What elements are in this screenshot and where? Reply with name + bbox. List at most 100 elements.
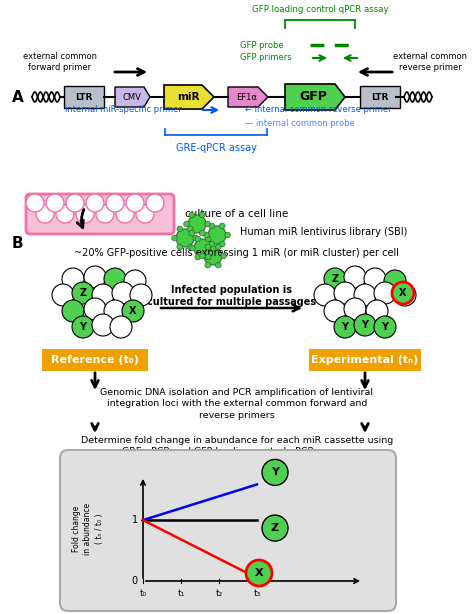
Circle shape <box>221 253 226 258</box>
Polygon shape <box>164 85 214 109</box>
Circle shape <box>354 314 376 336</box>
Circle shape <box>200 230 205 236</box>
Circle shape <box>364 268 386 290</box>
Circle shape <box>176 229 194 247</box>
Circle shape <box>104 300 126 322</box>
Circle shape <box>262 459 288 486</box>
Text: Human miR lentivirus library (SBI): Human miR lentivirus library (SBI) <box>240 227 407 237</box>
Text: X: X <box>399 288 407 298</box>
FancyBboxPatch shape <box>360 86 400 108</box>
Circle shape <box>205 221 210 227</box>
Text: Z: Z <box>80 288 87 298</box>
Circle shape <box>190 245 195 251</box>
Circle shape <box>46 194 64 212</box>
Text: Y: Y <box>382 322 389 332</box>
Text: t₂: t₂ <box>215 588 223 597</box>
Text: GFP: GFP <box>299 90 327 104</box>
Text: Infected population is
cultured for multiple passages: Infected population is cultured for mult… <box>147 285 317 307</box>
Text: external common
reverse primer: external common reverse primer <box>393 52 467 72</box>
Circle shape <box>195 254 201 260</box>
Circle shape <box>36 205 54 223</box>
Circle shape <box>374 282 396 304</box>
Text: Y: Y <box>271 467 279 478</box>
Circle shape <box>262 515 288 541</box>
Circle shape <box>84 298 106 320</box>
Circle shape <box>204 232 210 238</box>
Text: Experimental (tₙ): Experimental (tₙ) <box>311 355 419 365</box>
Circle shape <box>66 194 84 212</box>
Circle shape <box>219 241 225 247</box>
Circle shape <box>187 244 193 250</box>
Circle shape <box>209 223 215 228</box>
Circle shape <box>76 205 94 223</box>
Circle shape <box>200 212 205 218</box>
Circle shape <box>246 560 272 586</box>
Text: CMV: CMV <box>123 93 141 101</box>
Circle shape <box>86 194 104 212</box>
Text: external common
forward primer: external common forward primer <box>23 52 97 72</box>
Circle shape <box>384 270 406 292</box>
Circle shape <box>216 262 221 268</box>
Text: Y: Y <box>362 320 368 330</box>
Text: LTR: LTR <box>75 93 93 101</box>
Text: B: B <box>12 236 24 251</box>
Text: ~20% GFP-positive cells expressing 1 miR (or miR cluster) per cell: ~20% GFP-positive cells expressing 1 miR… <box>74 248 400 258</box>
Circle shape <box>72 316 94 338</box>
Circle shape <box>52 284 74 306</box>
Circle shape <box>344 266 366 288</box>
Circle shape <box>334 316 356 338</box>
Circle shape <box>146 194 164 212</box>
Circle shape <box>136 205 154 223</box>
FancyBboxPatch shape <box>60 450 396 611</box>
Text: Z: Z <box>331 274 338 284</box>
Circle shape <box>188 215 206 233</box>
Text: 0: 0 <box>132 576 138 586</box>
Text: Y: Y <box>80 322 86 332</box>
Circle shape <box>334 282 356 304</box>
Text: Y: Y <box>341 322 348 332</box>
Text: t₃: t₃ <box>254 588 261 597</box>
Circle shape <box>354 284 376 306</box>
Circle shape <box>205 262 210 268</box>
Circle shape <box>104 268 126 290</box>
Circle shape <box>124 270 146 292</box>
Circle shape <box>26 194 44 212</box>
Polygon shape <box>228 87 268 107</box>
Circle shape <box>392 282 414 304</box>
Text: t₀: t₀ <box>139 588 146 597</box>
Circle shape <box>130 284 152 306</box>
Text: Fold change
in abundance
( tₙ / t₀ ): Fold change in abundance ( tₙ / t₀ ) <box>73 502 104 554</box>
Circle shape <box>116 205 134 223</box>
Circle shape <box>209 241 215 247</box>
Circle shape <box>177 226 182 231</box>
Circle shape <box>106 194 124 212</box>
Text: GFP loading control qPCR assay: GFP loading control qPCR assay <box>252 6 388 15</box>
Circle shape <box>200 253 205 258</box>
Circle shape <box>205 236 211 242</box>
Circle shape <box>110 316 132 338</box>
Circle shape <box>211 245 216 251</box>
Text: Reference (t₀): Reference (t₀) <box>51 355 139 365</box>
Circle shape <box>205 244 210 250</box>
Circle shape <box>92 284 114 306</box>
Circle shape <box>194 239 212 257</box>
Circle shape <box>62 268 84 290</box>
Circle shape <box>208 226 226 244</box>
Circle shape <box>189 212 194 218</box>
Circle shape <box>92 314 114 336</box>
Text: Z: Z <box>271 523 279 533</box>
Circle shape <box>62 300 84 322</box>
Text: ← internal common reverse primer: ← internal common reverse primer <box>245 106 392 114</box>
Text: A: A <box>12 90 24 104</box>
Text: EF1α: EF1α <box>237 93 257 101</box>
Circle shape <box>96 205 114 223</box>
Circle shape <box>324 268 346 290</box>
Circle shape <box>122 300 144 322</box>
Circle shape <box>72 282 94 304</box>
Text: t₁: t₁ <box>177 588 185 597</box>
Circle shape <box>126 194 144 212</box>
Circle shape <box>219 223 225 228</box>
Text: X: X <box>255 568 264 578</box>
Circle shape <box>189 230 194 236</box>
Circle shape <box>374 316 396 338</box>
